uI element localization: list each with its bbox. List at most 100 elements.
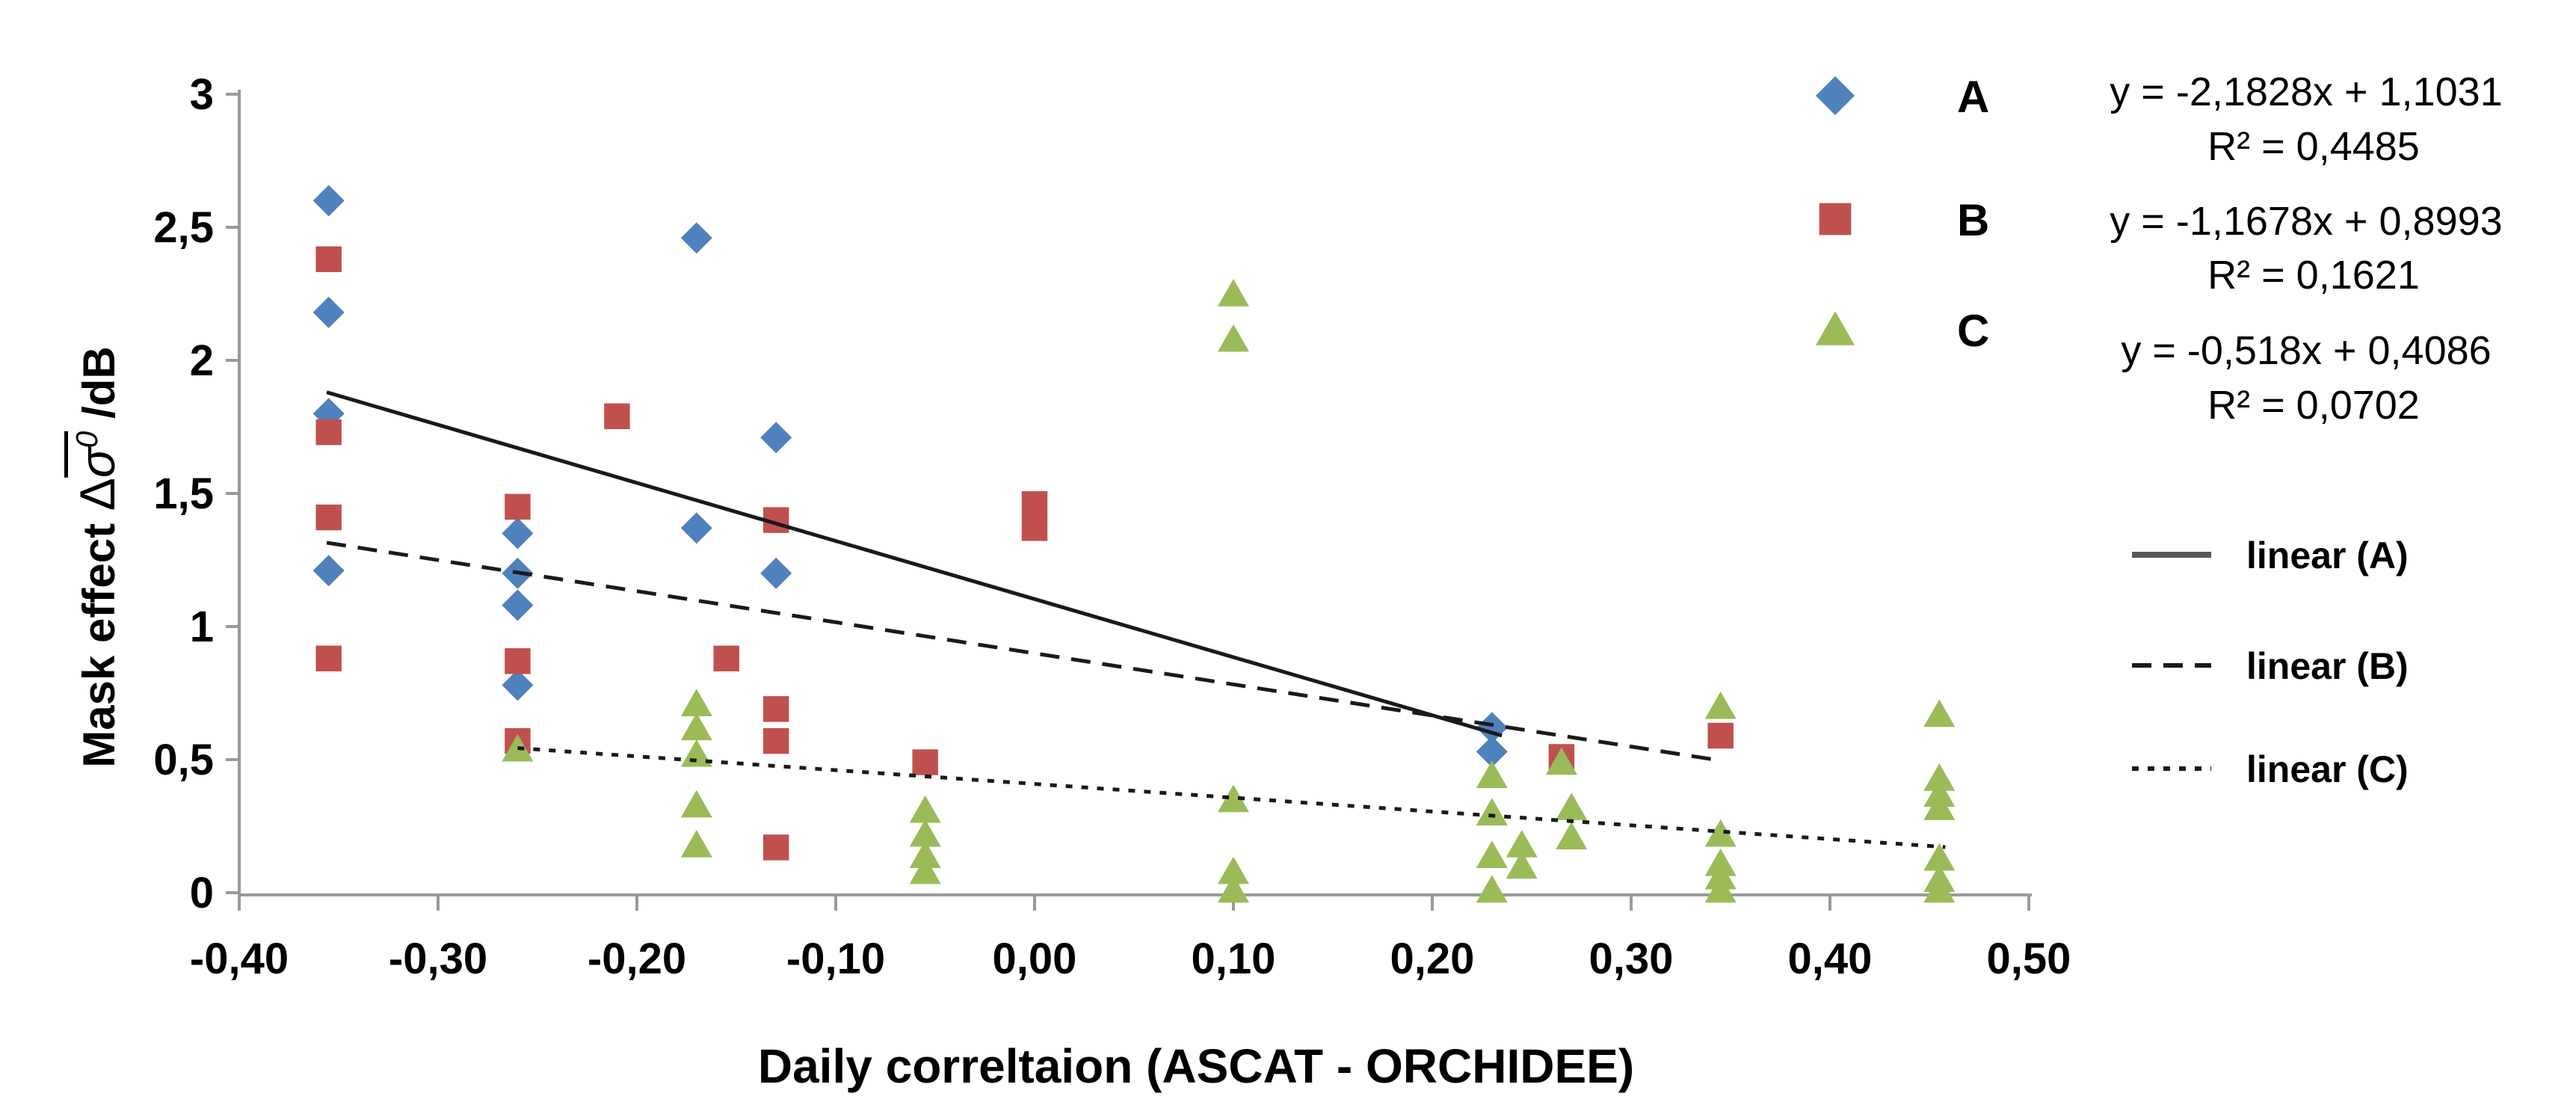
series-C-marker — [909, 819, 941, 847]
r-squared-C: R² = 0,0702 — [2207, 383, 2420, 428]
series-C-marker — [1476, 760, 1508, 789]
series-C-marker — [1506, 829, 1538, 858]
series-C-marker — [1506, 851, 1538, 879]
series-C-marker — [1476, 798, 1508, 825]
series-C-marker — [680, 829, 712, 858]
series-B-marker — [505, 648, 531, 674]
series-B-marker — [762, 727, 789, 754]
sigma-overline-symbol: σ0 — [64, 431, 125, 478]
series-C-marker — [1704, 875, 1737, 903]
equation-B: y = -1,1678x + 0,8993 — [2110, 199, 2502, 244]
series-A-marker — [760, 557, 792, 589]
series-A-marker — [680, 222, 712, 254]
series-A-marker — [502, 517, 534, 550]
trendline-B — [326, 541, 1713, 762]
series-C-marker — [502, 733, 534, 762]
series-B-marker — [315, 645, 342, 671]
x-tick-label: -0,20 — [588, 935, 686, 983]
y-tick-label: 2,5 — [153, 203, 214, 252]
legend-marker-B — [1819, 203, 1852, 236]
series-A-marker — [312, 185, 345, 217]
series-A-marker — [312, 296, 345, 328]
r-squared-B: R² = 0,1621 — [2207, 253, 2420, 298]
series-B-marker — [315, 419, 342, 446]
y-axis-title: Mask effect Δσ0 /dB — [64, 346, 126, 768]
x-tick-label: 0,20 — [1390, 935, 1475, 983]
trendline-A — [326, 390, 1503, 738]
y-tick-label: 2 — [190, 336, 214, 385]
y-tick-label: 1 — [190, 603, 214, 651]
series-A-marker — [502, 669, 534, 701]
series-C-marker — [1923, 843, 1956, 871]
x-tick-label: 0,40 — [1788, 935, 1873, 983]
series-C-marker — [909, 795, 941, 823]
series-C-marker — [1556, 822, 1588, 850]
series-C-marker — [680, 790, 712, 818]
series-C-marker — [1476, 875, 1508, 903]
series-B-marker — [762, 696, 789, 722]
equation-A: y = -2,1828x + 1,1031 — [2110, 70, 2502, 114]
legend-marker-A — [1816, 76, 1855, 115]
series-C-marker — [1556, 793, 1588, 820]
y-tick-label: 1,5 — [153, 470, 214, 518]
series-B-marker — [912, 749, 938, 775]
series-C-marker — [1218, 784, 1249, 813]
legend-marker-C — [1816, 311, 1855, 345]
series-C-marker — [1923, 793, 1956, 820]
series-B-marker — [315, 504, 342, 531]
series-C-marker — [1476, 840, 1508, 868]
y-tick-label: 3 — [190, 70, 214, 119]
series-B-marker — [762, 834, 789, 861]
series-C-marker — [1218, 324, 1249, 352]
series-C-marker — [1218, 875, 1249, 903]
y-axis-title-units: /dB — [74, 346, 124, 431]
series-A-marker — [680, 512, 712, 544]
y-axis-title-text: Mask effect — [74, 511, 124, 768]
legend-label-C: C — [1957, 306, 1989, 356]
y-tick-label: 0,5 — [153, 736, 214, 784]
r-squared-A: R² = 0,4485 — [2207, 124, 2420, 169]
series-C-marker — [680, 739, 712, 767]
series-C-marker — [909, 840, 941, 868]
x-tick-label: 0,50 — [1987, 935, 2071, 983]
delta-symbol: Δ — [70, 478, 125, 511]
y-tick-label: 0 — [190, 869, 214, 917]
legend-label-A: A — [1957, 72, 1989, 122]
x-tick-label: 0,00 — [993, 935, 1077, 983]
series-C-marker — [1704, 819, 1737, 847]
x-tick-label: -0,30 — [389, 935, 487, 983]
x-tick-label: -0,10 — [786, 935, 885, 983]
x-tick-label: 0,30 — [1589, 935, 1674, 983]
series-B-marker — [1021, 491, 1048, 517]
trend-legend-label-B: linear (B) — [2246, 645, 2409, 687]
trend-legend-label-A: linear (A) — [2246, 535, 2409, 576]
series-C-marker — [680, 713, 712, 741]
equation-C: y = -0,518x + 0,4086 — [2121, 328, 2491, 373]
series-C-marker — [1923, 763, 1956, 791]
trend-legend-label-C: linear (C) — [2246, 748, 2409, 790]
series-C-marker — [1545, 747, 1577, 775]
series-C-marker — [909, 856, 941, 884]
series-C-marker — [1704, 691, 1737, 719]
sigma-superscript: 0 — [70, 431, 104, 449]
series-B-marker — [315, 246, 342, 272]
x-tick-label: -0,40 — [190, 935, 289, 983]
series-C-marker — [1218, 856, 1249, 884]
series-A-marker — [502, 589, 534, 621]
series-B-marker — [505, 493, 531, 520]
series-B-marker — [713, 645, 739, 671]
legend-label-B: B — [1957, 195, 1989, 245]
series-A-marker — [312, 555, 345, 587]
x-tick-label: 0,10 — [1192, 935, 1276, 983]
trendline-C — [517, 746, 1946, 849]
series-C-marker — [680, 689, 712, 717]
series-B-marker — [1707, 722, 1734, 749]
series-A-marker — [760, 422, 792, 454]
series-C-marker — [1923, 699, 1956, 727]
series-B-marker — [604, 403, 630, 429]
series-B-marker — [1021, 515, 1048, 541]
series-C-marker — [1923, 875, 1956, 903]
x-axis-title: Daily correltaion (ASCAT - ORCHIDEE) — [758, 1039, 1634, 1093]
